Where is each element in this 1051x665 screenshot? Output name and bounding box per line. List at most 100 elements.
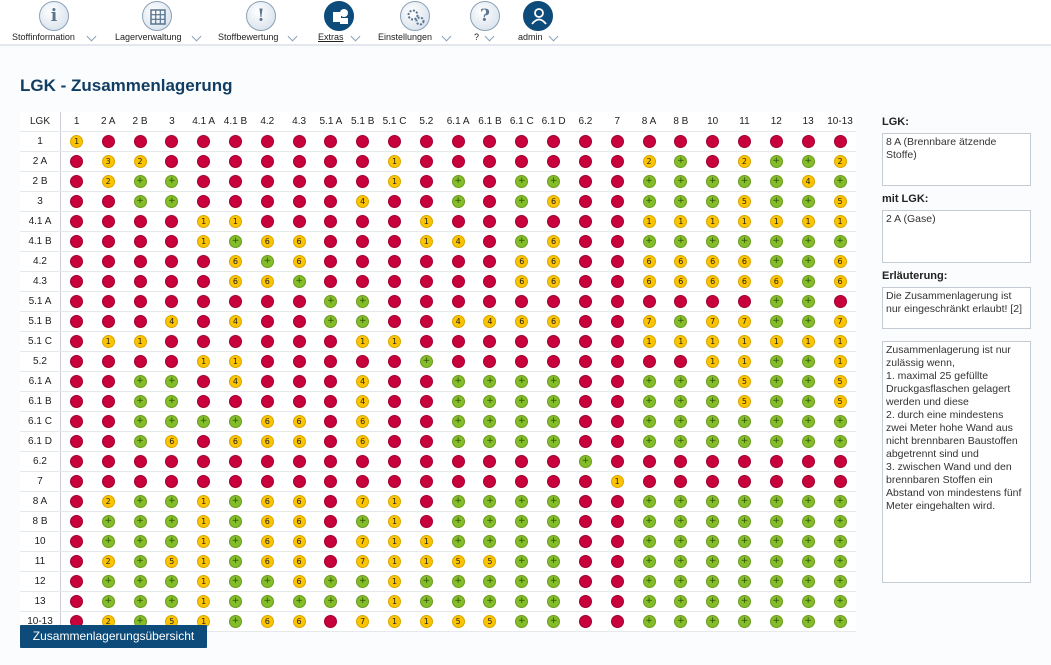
matrix-cell[interactable]: R (187, 431, 220, 452)
matrix-cell[interactable]: R (346, 251, 379, 272)
matrix-cell[interactable]: + (537, 171, 570, 192)
matrix-cell[interactable]: + (633, 431, 665, 452)
matrix-cell[interactable]: + (442, 491, 475, 512)
matrix-cell[interactable]: R (60, 331, 93, 352)
matrix-cell[interactable]: + (92, 591, 125, 612)
matrix-cell[interactable]: + (442, 591, 475, 612)
matrix-cell[interactable]: R (601, 291, 634, 312)
matrix-cell[interactable]: R (760, 451, 793, 472)
matrix-cell[interactable]: R (569, 351, 602, 372)
matrix-cell[interactable]: 6 (664, 251, 697, 272)
matrix-cell[interactable]: R (474, 191, 506, 212)
matrix-cell[interactable]: 1 (696, 211, 729, 232)
matrix-cell[interactable]: + (728, 531, 761, 552)
matrix-cell[interactable]: + (760, 591, 793, 612)
matrix-cell[interactable]: R (569, 571, 602, 592)
matrix-cell[interactable]: + (633, 171, 665, 192)
matrix-cell[interactable]: 6 (219, 251, 252, 272)
matrix-cell[interactable]: + (696, 371, 729, 392)
matrix-cell[interactable]: 1 (601, 471, 634, 492)
matrix-cell[interactable]: R (474, 331, 506, 352)
matrix-cell[interactable]: R (569, 471, 602, 492)
matrix-cell[interactable]: + (760, 611, 793, 632)
matrix-cell[interactable]: + (664, 511, 697, 532)
matrix-cell[interactable]: R (792, 471, 824, 492)
matrix-cell[interactable]: 1 (410, 211, 443, 232)
matrix-cell[interactable]: R (696, 151, 729, 172)
matrix-cell[interactable]: 4 (346, 191, 379, 212)
matrix-cell[interactable]: + (505, 611, 538, 632)
matrix-cell[interactable]: + (824, 431, 856, 452)
matrix-cell[interactable]: R (315, 511, 347, 532)
matrix-cell[interactable]: R (315, 371, 347, 392)
matrix-cell[interactable]: + (155, 591, 188, 612)
matrix-cell[interactable]: R (251, 171, 284, 192)
matrix-cell[interactable]: 1 (410, 231, 443, 252)
matrix-cell[interactable]: + (696, 191, 729, 212)
matrix-cell[interactable]: + (537, 571, 570, 592)
matrix-cell[interactable]: + (537, 371, 570, 392)
nav-lagerverwaltung[interactable]: Lagerverwaltung (115, 0, 205, 44)
matrix-cell[interactable]: R (601, 551, 634, 572)
matrix-cell[interactable]: + (442, 191, 475, 212)
matrix-cell[interactable]: R (346, 271, 379, 292)
matrix-cell[interactable]: R (155, 271, 188, 292)
matrix-cell[interactable]: R (251, 291, 284, 312)
matrix-cell[interactable]: + (664, 591, 697, 612)
matrix-cell[interactable]: R (315, 531, 347, 552)
matrix-cell[interactable]: + (824, 231, 856, 252)
matrix-cell[interactable]: + (633, 571, 665, 592)
matrix-cell[interactable]: R (187, 131, 220, 152)
matrix-cell[interactable]: R (505, 451, 538, 472)
matrix-cell[interactable]: R (728, 471, 761, 492)
matrix-cell[interactable]: + (664, 151, 697, 172)
matrix-cell[interactable]: R (569, 411, 602, 432)
matrix-cell[interactable]: + (569, 451, 602, 472)
matrix-cell[interactable]: R (664, 451, 697, 472)
matrix-cell[interactable]: + (505, 571, 538, 592)
matrix-cell[interactable]: R (601, 171, 634, 192)
matrix-cell[interactable]: + (505, 551, 538, 572)
matrix-cell[interactable]: R (60, 431, 93, 452)
matrix-cell[interactable]: R (315, 331, 347, 352)
matrix-cell[interactable]: 4 (155, 311, 188, 332)
matrix-cell[interactable]: + (728, 231, 761, 252)
matrix-cell[interactable]: + (410, 591, 443, 612)
matrix-cell[interactable]: R (283, 351, 315, 372)
matrix-cell[interactable]: 3 (92, 151, 125, 172)
matrix-cell[interactable]: R (569, 211, 602, 232)
matrix-cell[interactable]: R (92, 391, 125, 412)
matrix-cell[interactable]: R (474, 251, 506, 272)
matrix-cell[interactable]: 5 (155, 551, 188, 572)
matrix-cell[interactable]: R (442, 451, 475, 472)
matrix-cell[interactable]: R (315, 471, 347, 492)
matrix-cell[interactable]: R (569, 391, 602, 412)
matrix-cell[interactable]: 6 (251, 231, 284, 252)
matrix-cell[interactable]: R (410, 151, 443, 172)
matrix-cell[interactable]: R (92, 271, 125, 292)
matrix-cell[interactable]: + (124, 591, 156, 612)
matrix-cell[interactable]: + (474, 391, 506, 412)
matrix-cell[interactable]: R (410, 471, 443, 492)
matrix-cell[interactable]: + (155, 171, 188, 192)
matrix-cell[interactable]: R (219, 391, 252, 412)
matrix-cell[interactable]: R (664, 291, 697, 312)
matrix-cell[interactable]: R (124, 131, 156, 152)
matrix-cell[interactable]: 2 (92, 171, 125, 192)
matrix-cell[interactable]: 6 (346, 411, 379, 432)
matrix-cell[interactable]: + (792, 571, 824, 592)
matrix-cell[interactable]: + (537, 511, 570, 532)
matrix-cell[interactable]: R (251, 151, 284, 172)
matrix-cell[interactable]: R (537, 291, 570, 312)
matrix-cell[interactable]: 1 (824, 331, 856, 352)
matrix-cell[interactable]: R (537, 151, 570, 172)
matrix-cell[interactable]: 1 (219, 351, 252, 372)
matrix-cell[interactable]: + (664, 391, 697, 412)
matrix-cell[interactable]: 5 (474, 551, 506, 572)
matrix-cell[interactable]: 1 (410, 611, 443, 632)
matrix-cell[interactable]: R (124, 291, 156, 312)
matrix-cell[interactable]: 1 (378, 551, 411, 572)
matrix-cell[interactable]: + (760, 411, 793, 432)
matrix-cell[interactable]: R (569, 271, 602, 292)
matrix-cell[interactable]: R (537, 131, 570, 152)
